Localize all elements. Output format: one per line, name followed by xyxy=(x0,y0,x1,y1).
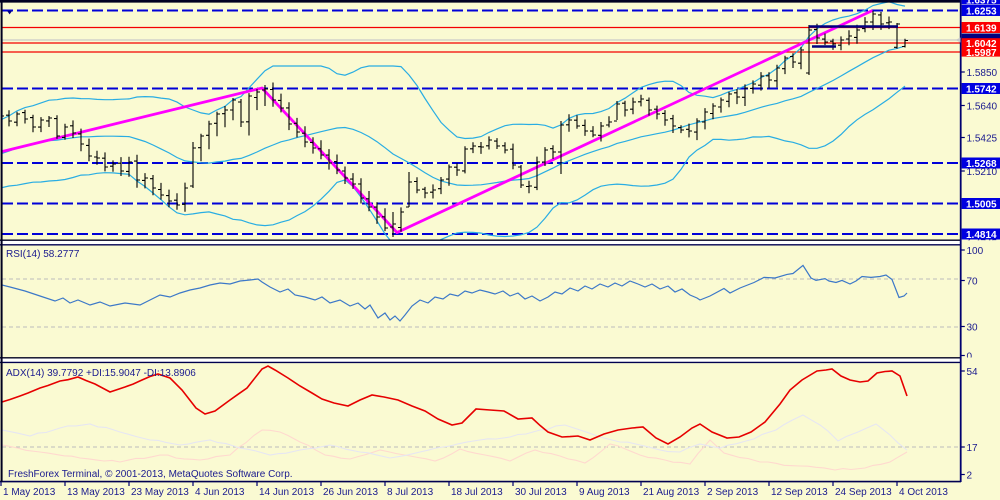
svg-text:23 May 2013: 23 May 2013 xyxy=(131,487,189,498)
svg-text:21 Aug 2013: 21 Aug 2013 xyxy=(643,487,700,498)
svg-text:1.5640: 1.5640 xyxy=(967,102,998,113)
svg-text:1.5850: 1.5850 xyxy=(967,68,998,79)
svg-text:1.5987: 1.5987 xyxy=(966,48,997,59)
svg-text:4 Oct 2013: 4 Oct 2013 xyxy=(899,487,948,498)
svg-text:24 Sep 2013: 24 Sep 2013 xyxy=(835,487,892,498)
svg-text:1.4745: 1.4745 xyxy=(967,239,998,250)
svg-text:1.6253: 1.6253 xyxy=(966,7,997,18)
svg-text:RSI(14) 58.2777: RSI(14) 58.2777 xyxy=(6,249,80,260)
svg-text:30 Jul 2013: 30 Jul 2013 xyxy=(515,487,567,498)
svg-text:1.5210: 1.5210 xyxy=(967,167,998,178)
svg-text:54: 54 xyxy=(967,367,979,378)
svg-text:13 May 2013: 13 May 2013 xyxy=(67,487,125,498)
svg-text:2 Sep 2013: 2 Sep 2013 xyxy=(707,487,759,498)
svg-text:1.6139: 1.6139 xyxy=(966,24,997,35)
svg-text:1.6042: 1.6042 xyxy=(966,39,997,50)
svg-text:70: 70 xyxy=(967,277,979,288)
svg-text:17: 17 xyxy=(967,443,979,454)
svg-text:18 Jul 2013: 18 Jul 2013 xyxy=(451,487,503,498)
svg-text:1.5005: 1.5005 xyxy=(966,200,997,211)
svg-text:1 May 2013: 1 May 2013 xyxy=(3,487,56,498)
svg-text:1.5268: 1.5268 xyxy=(966,159,997,170)
svg-text:100: 100 xyxy=(967,246,984,257)
svg-text:2: 2 xyxy=(967,471,973,482)
svg-text:ADX(14) 39.7792 +DI:15.9047 -D: ADX(14) 39.7792 +DI:15.9047 -DI:13.8906 xyxy=(6,368,196,379)
svg-text:26 Jun 2013: 26 Jun 2013 xyxy=(323,487,378,498)
svg-text:1.6375: 1.6375 xyxy=(966,0,997,7)
svg-text:FreshForex Terminal, © 2001-20: FreshForex Terminal, © 2001-2013, MetaQu… xyxy=(8,469,293,480)
svg-text:1.5425: 1.5425 xyxy=(967,134,998,145)
svg-text:9 Aug 2013: 9 Aug 2013 xyxy=(579,487,630,498)
svg-text:4 Jun 2013: 4 Jun 2013 xyxy=(195,487,245,498)
svg-text:14 Jun 2013: 14 Jun 2013 xyxy=(259,487,314,498)
svg-text:1.4814: 1.4814 xyxy=(966,230,997,241)
svg-text:8 Jul 2013: 8 Jul 2013 xyxy=(387,487,434,498)
svg-text:1.5742: 1.5742 xyxy=(966,85,997,96)
svg-text:12 Sep 2013: 12 Sep 2013 xyxy=(771,487,828,498)
svg-text:0: 0 xyxy=(967,352,973,363)
svg-text:30: 30 xyxy=(967,323,979,334)
